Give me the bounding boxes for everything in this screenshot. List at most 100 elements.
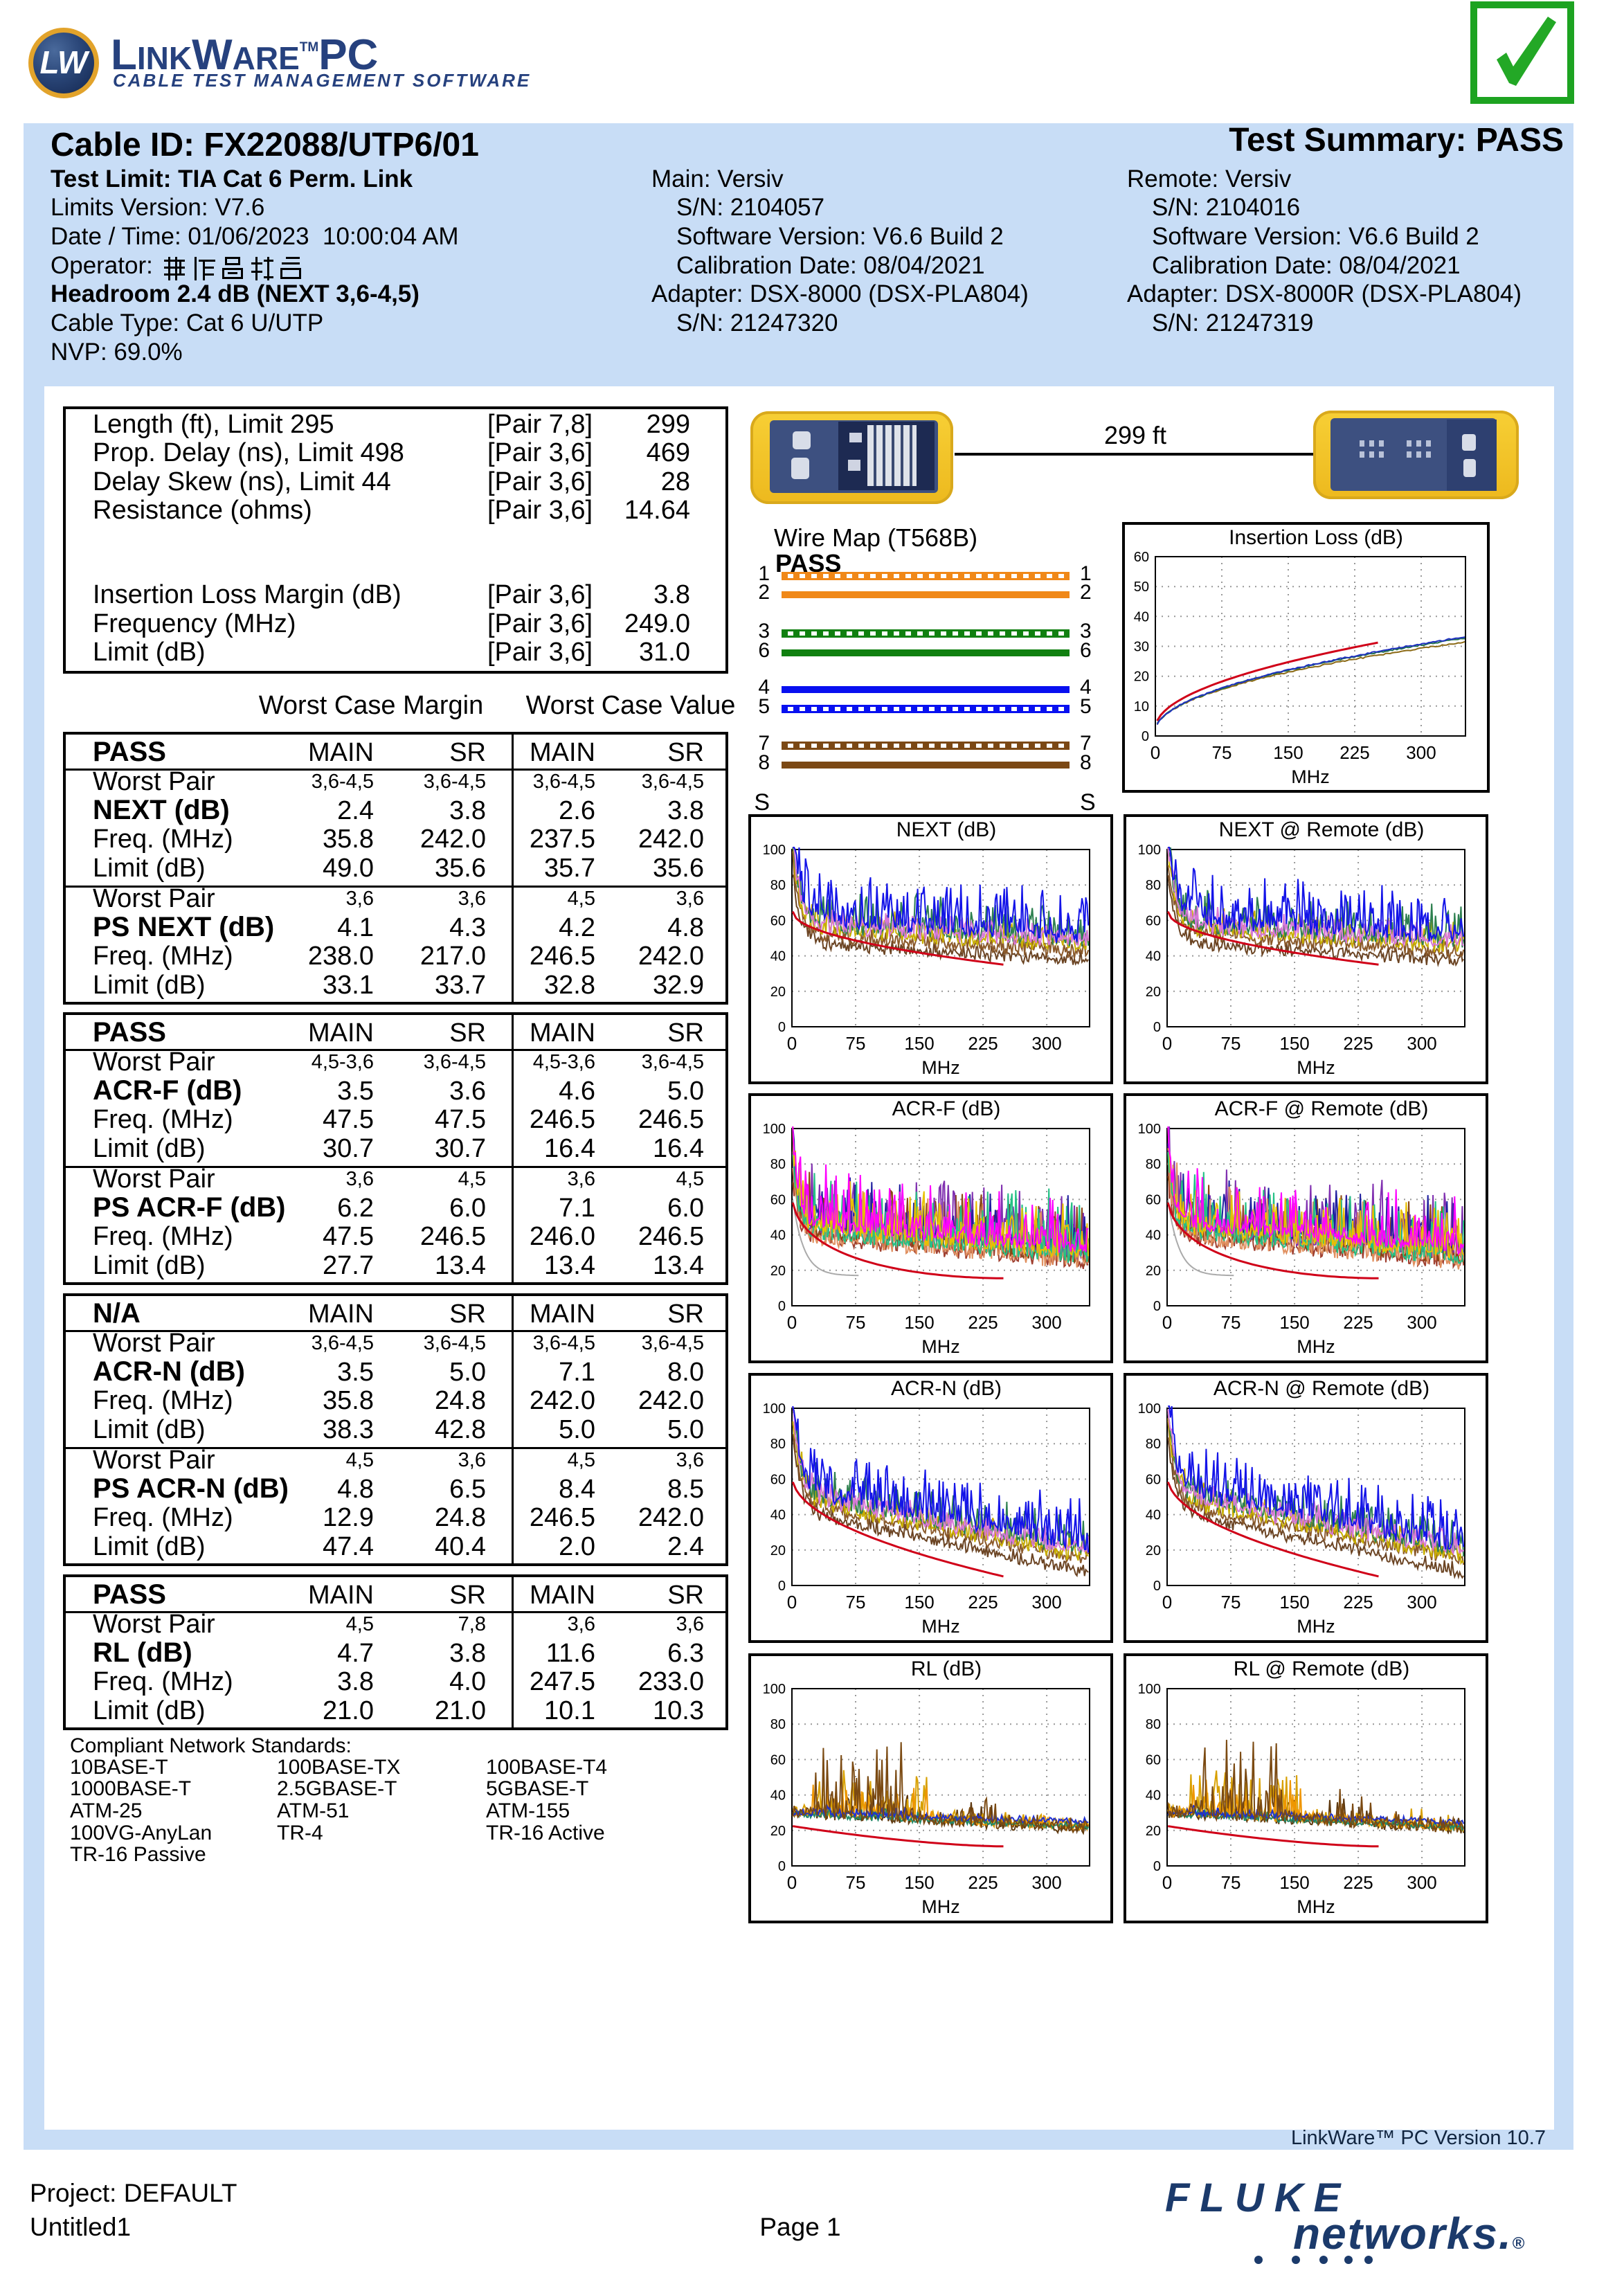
svg-text:0: 0 xyxy=(1162,1872,1172,1893)
svg-text:60: 60 xyxy=(1134,550,1149,565)
svg-text:300: 300 xyxy=(1407,1033,1436,1054)
svg-text:10: 10 xyxy=(1134,699,1149,715)
svg-text:60: 60 xyxy=(1146,1752,1161,1768)
svg-text:60: 60 xyxy=(770,1752,786,1768)
svg-text:80: 80 xyxy=(1146,1437,1161,1452)
svg-text:150: 150 xyxy=(904,1592,934,1612)
svg-text:MHz: MHz xyxy=(921,1057,960,1078)
svg-text:225: 225 xyxy=(968,1312,998,1333)
svg-text:20: 20 xyxy=(770,1824,786,1839)
svg-text:225: 225 xyxy=(968,1033,998,1054)
svg-text:60: 60 xyxy=(1146,913,1161,928)
svg-text:20: 20 xyxy=(1146,1543,1161,1558)
svg-text:30: 30 xyxy=(1134,640,1149,655)
svg-text:50: 50 xyxy=(1134,580,1149,595)
svg-text:0: 0 xyxy=(1162,1312,1172,1333)
svg-text:NEXT @ Remote (dB): NEXT @ Remote (dB) xyxy=(1219,818,1425,841)
svg-text:0: 0 xyxy=(1162,1033,1172,1054)
svg-text:150: 150 xyxy=(904,1033,934,1054)
svg-text:0: 0 xyxy=(1162,1592,1172,1612)
svg-text:100: 100 xyxy=(1138,843,1161,858)
svg-text:MHz: MHz xyxy=(1297,1336,1335,1357)
svg-text:20: 20 xyxy=(1134,670,1149,685)
svg-text:300: 300 xyxy=(1031,1312,1061,1333)
svg-text:MHz: MHz xyxy=(1297,1057,1335,1078)
svg-text:MHz: MHz xyxy=(921,1336,960,1357)
svg-text:40: 40 xyxy=(770,1508,786,1523)
svg-text:300: 300 xyxy=(1031,1033,1061,1054)
svg-text:225: 225 xyxy=(968,1872,998,1893)
svg-text:100: 100 xyxy=(763,1682,786,1697)
svg-text:150: 150 xyxy=(1279,1872,1309,1893)
svg-text:80: 80 xyxy=(770,1157,786,1172)
svg-text:300: 300 xyxy=(1407,1312,1436,1333)
svg-text:80: 80 xyxy=(770,1437,786,1452)
svg-text:300: 300 xyxy=(1031,1592,1061,1612)
svg-text:300: 300 xyxy=(1407,1592,1436,1612)
svg-text:40: 40 xyxy=(770,1228,786,1243)
svg-text:0: 0 xyxy=(787,1592,797,1612)
svg-text:150: 150 xyxy=(1273,742,1303,763)
svg-text:20: 20 xyxy=(770,1264,786,1279)
svg-text:0: 0 xyxy=(787,1312,797,1333)
svg-text:150: 150 xyxy=(904,1872,934,1893)
svg-text:60: 60 xyxy=(770,1192,786,1207)
svg-text:RL (dB): RL (dB) xyxy=(911,1657,982,1680)
svg-text:0: 0 xyxy=(778,1020,786,1035)
svg-text:300: 300 xyxy=(1407,1872,1436,1893)
svg-text:80: 80 xyxy=(1146,1717,1161,1732)
svg-text:75: 75 xyxy=(846,1592,866,1612)
svg-text:225: 225 xyxy=(1343,1312,1373,1333)
svg-text:80: 80 xyxy=(770,878,786,893)
svg-text:75: 75 xyxy=(1212,742,1232,763)
svg-text:40: 40 xyxy=(1146,1228,1161,1243)
svg-text:0: 0 xyxy=(787,1033,797,1054)
svg-text:0: 0 xyxy=(1153,1020,1161,1035)
svg-text:40: 40 xyxy=(1146,949,1161,964)
svg-text:20: 20 xyxy=(1146,985,1161,1000)
svg-text:75: 75 xyxy=(846,1033,866,1054)
svg-text:0: 0 xyxy=(1142,729,1149,744)
svg-text:ACR-N (dB): ACR-N (dB) xyxy=(891,1377,1002,1400)
svg-text:20: 20 xyxy=(770,985,786,1000)
svg-text:0: 0 xyxy=(1153,1579,1161,1594)
svg-text:150: 150 xyxy=(1279,1033,1309,1054)
svg-text:60: 60 xyxy=(1146,1192,1161,1207)
svg-text:150: 150 xyxy=(904,1312,934,1333)
svg-text:ACR-N @ Remote (dB): ACR-N @ Remote (dB) xyxy=(1214,1377,1429,1400)
svg-text:300: 300 xyxy=(1406,742,1436,763)
svg-text:100: 100 xyxy=(1138,1401,1161,1417)
svg-text:225: 225 xyxy=(1339,742,1369,763)
svg-text:150: 150 xyxy=(1279,1592,1309,1612)
svg-text:40: 40 xyxy=(770,1788,786,1804)
svg-text:0: 0 xyxy=(787,1872,797,1893)
svg-text:60: 60 xyxy=(770,913,786,928)
svg-text:100: 100 xyxy=(1138,1682,1161,1697)
svg-text:100: 100 xyxy=(1138,1122,1161,1137)
svg-text:0: 0 xyxy=(778,1579,786,1594)
svg-text:75: 75 xyxy=(1221,1872,1241,1893)
svg-text:60: 60 xyxy=(770,1472,786,1487)
svg-text:0: 0 xyxy=(1153,1859,1161,1874)
svg-text:0: 0 xyxy=(1153,1299,1161,1314)
svg-text:100: 100 xyxy=(763,843,786,858)
svg-text:150: 150 xyxy=(1279,1312,1309,1333)
svg-text:ACR-F @ Remote (dB): ACR-F @ Remote (dB) xyxy=(1215,1097,1429,1120)
svg-text:75: 75 xyxy=(846,1872,866,1893)
svg-text:225: 225 xyxy=(1343,1592,1373,1612)
svg-text:60: 60 xyxy=(1146,1472,1161,1487)
svg-text:80: 80 xyxy=(1146,1157,1161,1172)
svg-text:75: 75 xyxy=(1221,1033,1241,1054)
svg-text:MHz: MHz xyxy=(921,1896,960,1917)
svg-text:75: 75 xyxy=(1221,1592,1241,1612)
svg-text:MHz: MHz xyxy=(1291,766,1330,787)
svg-text:20: 20 xyxy=(1146,1824,1161,1839)
svg-text:MHz: MHz xyxy=(1297,1616,1335,1637)
svg-text:225: 225 xyxy=(968,1592,998,1612)
svg-text:NEXT (dB): NEXT (dB) xyxy=(896,818,996,841)
svg-text:20: 20 xyxy=(1146,1264,1161,1279)
svg-text:40: 40 xyxy=(1146,1788,1161,1804)
svg-text:40: 40 xyxy=(1146,1508,1161,1523)
svg-text:RL @ Remote (dB): RL @ Remote (dB) xyxy=(1234,1657,1409,1680)
svg-text:40: 40 xyxy=(1134,609,1149,625)
